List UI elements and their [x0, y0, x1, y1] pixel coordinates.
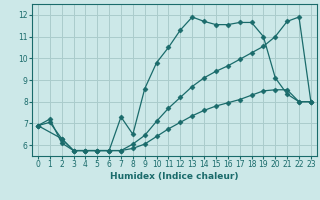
X-axis label: Humidex (Indice chaleur): Humidex (Indice chaleur) — [110, 172, 239, 181]
